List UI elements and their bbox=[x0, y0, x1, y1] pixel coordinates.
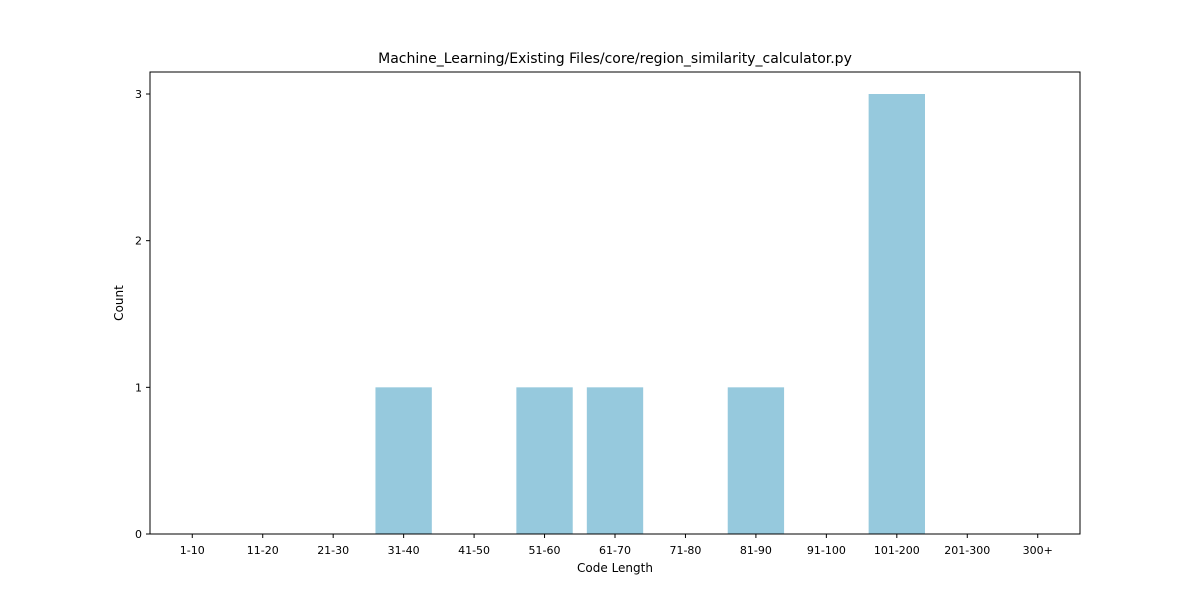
bar-101-200 bbox=[868, 94, 925, 534]
x-tick-label: 11-20 bbox=[247, 544, 279, 557]
x-tick-label: 91-100 bbox=[807, 544, 846, 557]
x-tick-label: 41-50 bbox=[458, 544, 490, 557]
x-tick-label: 51-60 bbox=[529, 544, 561, 557]
x-tick-label: 21-30 bbox=[317, 544, 349, 557]
bar-51-60 bbox=[516, 387, 573, 534]
y-tick-label: 3 bbox=[135, 88, 142, 101]
bar-31-40 bbox=[375, 387, 432, 534]
x-axis-ticks: 1-10 11-20 21-30 31-40 41-50 51-60 61-70 71-80 8… bbox=[180, 534, 1053, 557]
x-tick-label: 101-200 bbox=[874, 544, 920, 557]
x-axis-label: Code Length bbox=[577, 561, 653, 575]
y-tick-label: 1 bbox=[135, 381, 142, 394]
x-tick-label: 61-70 bbox=[599, 544, 631, 557]
bar-81-90 bbox=[727, 387, 785, 534]
y-tick-label: 0 bbox=[135, 528, 142, 541]
bars-group bbox=[375, 94, 925, 534]
x-tick-label: 1-10 bbox=[180, 544, 205, 557]
x-tick-label: 31-40 bbox=[388, 544, 420, 557]
y-tick-label: 2 bbox=[135, 235, 142, 248]
plot-frame bbox=[149, 71, 1081, 535]
y-axis-ticks: 0 1 2 3 bbox=[135, 88, 150, 541]
y-axis-label: Count bbox=[112, 285, 126, 321]
x-tick-label: 71-80 bbox=[669, 544, 701, 557]
x-tick-label: 201-300 bbox=[944, 544, 990, 557]
bar-61-70 bbox=[586, 387, 644, 534]
x-tick-label: 81-90 bbox=[740, 544, 772, 557]
chart-title: Machine_Learning/Existing Files/core/reg… bbox=[378, 51, 852, 67]
x-tick-label: 300+ bbox=[1023, 544, 1053, 557]
